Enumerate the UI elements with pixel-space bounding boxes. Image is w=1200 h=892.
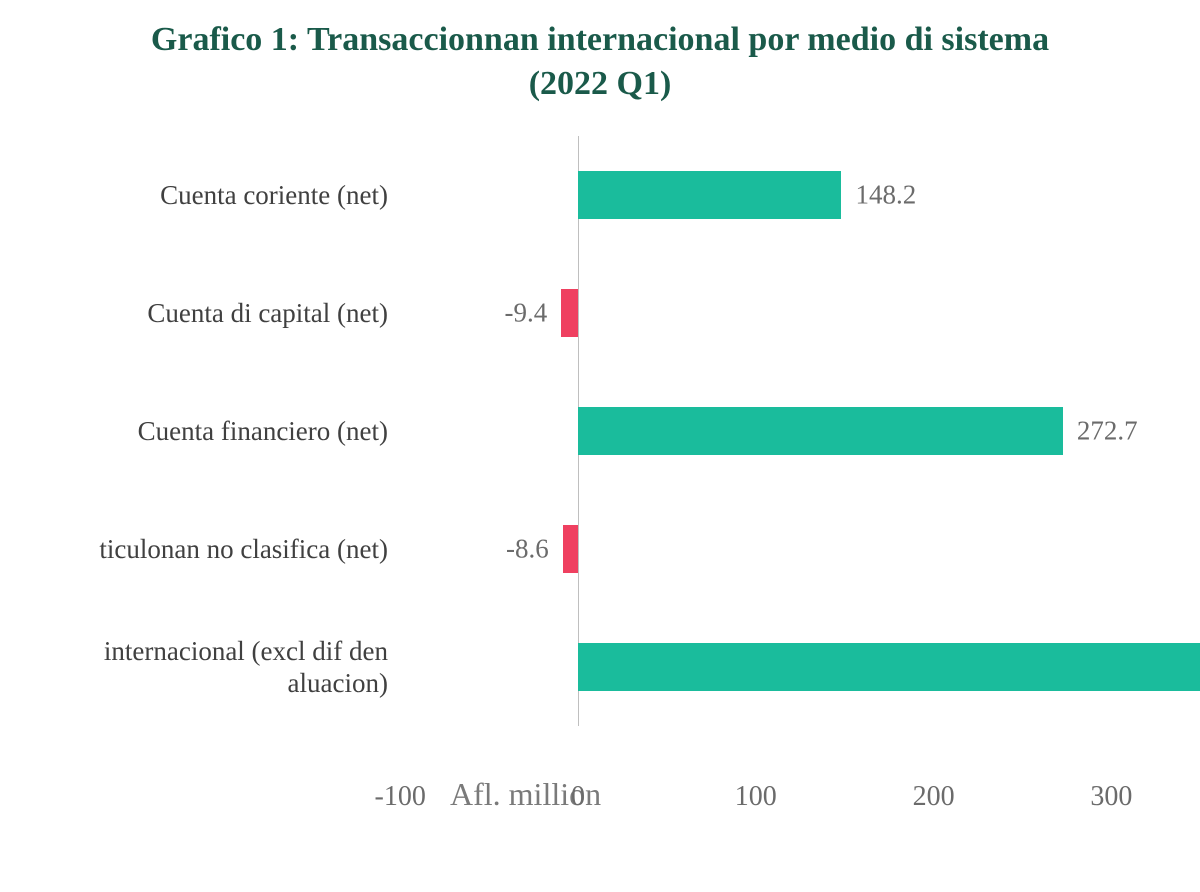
bar-positive	[578, 171, 841, 219]
bar-positive	[578, 407, 1063, 455]
x-tick-label: 300	[1090, 781, 1132, 813]
bars-region: -8.6	[400, 490, 1200, 608]
value-label: 148.2	[855, 180, 916, 211]
x-tick-label: 100	[735, 781, 777, 813]
bar-negative	[561, 289, 578, 337]
bars-region: 148.2	[400, 136, 1200, 254]
bar-positive	[578, 643, 1200, 691]
category-label: ticulonan no clasifica (net)	[0, 533, 400, 565]
value-label: -9.4	[505, 298, 548, 329]
category-row: internacional (excl dif den aluacion)	[0, 608, 1200, 726]
x-axis: Afl. million -1000100200300	[400, 736, 1200, 806]
value-label: 272.7	[1077, 416, 1138, 447]
category-label: Cuenta coriente (net)	[0, 179, 400, 211]
category-row: ticulonan no clasifica (net) -8.6	[0, 490, 1200, 608]
x-tick-label: 0	[571, 781, 585, 813]
value-label: -8.6	[506, 534, 549, 565]
bars-region: 272.7	[400, 372, 1200, 490]
bar-negative	[563, 525, 578, 573]
chart-title: Grafico 1: Transaccionnan internacional …	[0, 0, 1200, 106]
bars-region	[400, 608, 1200, 726]
bars-region: -9.4	[400, 254, 1200, 372]
category-row: Cuenta di capital (net) -9.4	[0, 254, 1200, 372]
x-tick-label: 200	[913, 781, 955, 813]
category-row: Cuenta financiero (net) 272.7	[0, 372, 1200, 490]
title-line-2: (2022 Q1)	[529, 65, 672, 102]
category-label: internacional (excl dif den aluacion)	[0, 635, 400, 700]
category-label: Cuenta financiero (net)	[0, 415, 400, 447]
title-line-1: Grafico 1: Transaccionnan internacional …	[151, 21, 1049, 58]
plot-area: Cuenta coriente (net) 148.2 Cuenta di capi…	[0, 136, 1200, 726]
category-row: Cuenta coriente (net) 148.2	[0, 136, 1200, 254]
chart-container: Grafico 1: Transaccionnan internacional …	[0, 0, 1200, 892]
x-tick-label: -100	[375, 781, 426, 813]
category-label: Cuenta di capital (net)	[0, 297, 400, 329]
